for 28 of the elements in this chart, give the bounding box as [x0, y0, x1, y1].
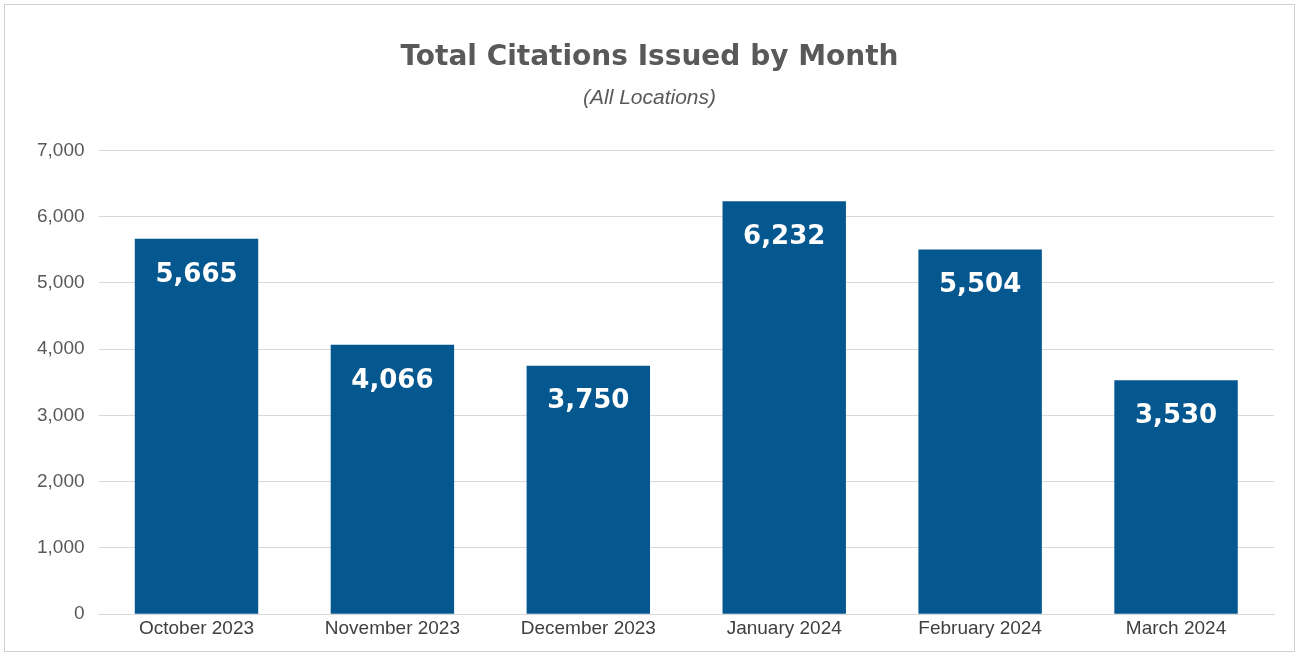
- y-tick-label: 2,000: [37, 469, 85, 491]
- data-label: 3,750: [547, 384, 630, 415]
- data-label: 5,504: [939, 268, 1022, 299]
- y-tick-label: 4,000: [37, 337, 85, 359]
- y-tick-label: 0: [73, 602, 85, 624]
- x-tick-label: February 2024: [918, 616, 1043, 638]
- y-tick-label: 3,000: [37, 403, 85, 425]
- x-tick-label: November 2023: [324, 616, 461, 638]
- data-label: 3,530: [1134, 399, 1218, 430]
- y-tick-label: 1,000: [37, 536, 85, 558]
- bar: [722, 201, 846, 614]
- data-label: 4,066: [351, 363, 434, 394]
- data-label: 6,232: [743, 220, 826, 251]
- x-tick-label: March 2024: [1125, 616, 1227, 638]
- y-tick-label: 5,000: [37, 271, 85, 293]
- bar: [918, 249, 1042, 614]
- x-tick-label: January 2024: [726, 616, 843, 638]
- x-tick-label: October 2023: [138, 616, 255, 638]
- bar: [1114, 380, 1238, 614]
- chart-title: Total Citations Issued by Month: [399, 39, 900, 72]
- data-label: 5,665: [155, 257, 238, 288]
- bar: [526, 365, 651, 614]
- bar: [134, 238, 259, 614]
- x-tick-label: December 2023: [520, 616, 656, 638]
- bar: [330, 344, 455, 614]
- chart-subtitle: (All Locations): [581, 85, 718, 109]
- y-tick-label: 6,000: [37, 204, 85, 226]
- y-tick-label: 7,000: [37, 138, 85, 160]
